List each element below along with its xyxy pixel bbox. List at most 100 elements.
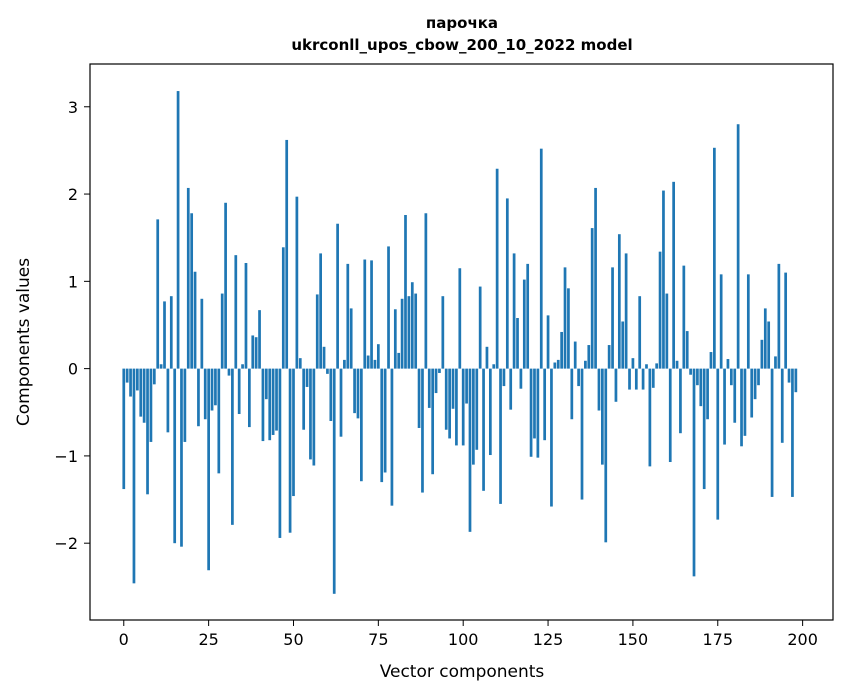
bar-55 <box>309 368 312 460</box>
y-axis-ticks: −2 −1 0 1 2 3 <box>54 98 90 553</box>
bar-108 <box>488 368 492 456</box>
x-tick-label: 75 <box>368 630 388 649</box>
bar-131 <box>567 288 570 369</box>
bar-91 <box>431 368 435 475</box>
bar-41 <box>261 368 265 442</box>
bar-30 <box>224 202 227 369</box>
bar-50 <box>292 368 295 497</box>
bar-76 <box>380 368 384 483</box>
bar-138 <box>590 228 594 369</box>
bar-80 <box>393 309 397 369</box>
bar-179 <box>729 368 733 386</box>
y-tick-label: −1 <box>54 447 78 466</box>
bar-162 <box>672 181 675 369</box>
bar-135 <box>580 368 584 500</box>
bar-161 <box>668 368 672 463</box>
bar-109 <box>492 364 496 369</box>
bar-195 <box>784 272 788 369</box>
bar-42 <box>264 368 268 400</box>
y-tick-label: 3 <box>68 98 78 117</box>
plot-area-frame <box>89 63 834 621</box>
bar-130 <box>563 267 567 369</box>
bar-169 <box>696 368 699 386</box>
bar-85 <box>410 282 414 369</box>
bar-157 <box>655 363 659 369</box>
bar-183 <box>743 368 747 436</box>
bar-149 <box>628 368 631 390</box>
bar-26 <box>210 368 214 411</box>
bar-160 <box>665 293 669 369</box>
bar-191 <box>770 368 774 497</box>
bar-79 <box>390 368 394 506</box>
bar-143 <box>607 345 611 369</box>
bar-5 <box>139 368 143 417</box>
bar-48 <box>285 139 289 369</box>
bar-168 <box>692 368 696 577</box>
bar-92 <box>434 368 438 394</box>
bar-146 <box>617 234 621 369</box>
bar-11 <box>159 364 163 369</box>
bar-175 <box>716 368 720 520</box>
bar-119 <box>526 263 530 369</box>
bar-94 <box>441 296 445 369</box>
bar-86 <box>414 293 418 369</box>
x-tick-label: 0 <box>119 630 129 649</box>
bar-154 <box>645 364 648 369</box>
bar-19 <box>186 187 190 369</box>
bar-78 <box>387 246 390 369</box>
bar-116 <box>516 318 519 369</box>
bar-34 <box>237 368 241 415</box>
x-axis-ticks: 0 25 50 75 100 125 150 175 200 <box>119 620 818 649</box>
x-axis-label: Vector components <box>380 662 545 682</box>
bar-40 <box>258 310 261 369</box>
bar-184 <box>746 274 750 369</box>
bar-190 <box>767 321 771 369</box>
bar-126 <box>550 368 553 507</box>
bar-103 <box>472 368 475 465</box>
bar-62 <box>332 368 336 594</box>
bar-9 <box>152 368 156 385</box>
bar-186 <box>753 368 757 400</box>
bar-69 <box>356 368 360 419</box>
bar-139 <box>594 187 597 369</box>
bar-66 <box>346 263 350 369</box>
bar-104 <box>475 368 479 450</box>
bar-153 <box>641 368 645 390</box>
bar-47 <box>281 247 285 369</box>
bar-151 <box>634 368 638 390</box>
bar-170 <box>699 368 703 407</box>
bar-167 <box>689 368 692 375</box>
bar-172 <box>706 368 709 420</box>
bar-44 <box>271 368 275 435</box>
bar-43 <box>268 368 272 441</box>
bar-124 <box>543 368 547 441</box>
bar-90 <box>427 368 431 408</box>
bar-128 <box>556 359 560 369</box>
bar-63 <box>336 223 339 369</box>
bar-3 <box>132 368 136 584</box>
bar-107 <box>485 346 489 369</box>
bar-70 <box>360 368 363 482</box>
bar-174 <box>713 147 716 369</box>
bar-24 <box>203 368 207 420</box>
y-tick-label: −2 <box>54 534 78 553</box>
bar-36 <box>244 263 248 369</box>
bar-144 <box>611 267 614 369</box>
bar-74 <box>373 359 377 369</box>
bar-33 <box>234 255 238 369</box>
bar-112 <box>502 368 506 387</box>
x-tick-label: 25 <box>198 630 218 649</box>
bar-83 <box>404 215 407 369</box>
bar-22 <box>197 368 200 427</box>
bar-64 <box>339 368 343 437</box>
bar-84 <box>407 296 411 369</box>
bar-129 <box>560 331 563 369</box>
bar-46 <box>278 368 282 538</box>
bar-187 <box>757 368 760 386</box>
bar-38 <box>251 335 255 369</box>
bar-56 <box>312 368 316 466</box>
bar-75 <box>376 344 380 369</box>
bar-57 <box>315 294 319 369</box>
bar-17 <box>180 368 183 547</box>
